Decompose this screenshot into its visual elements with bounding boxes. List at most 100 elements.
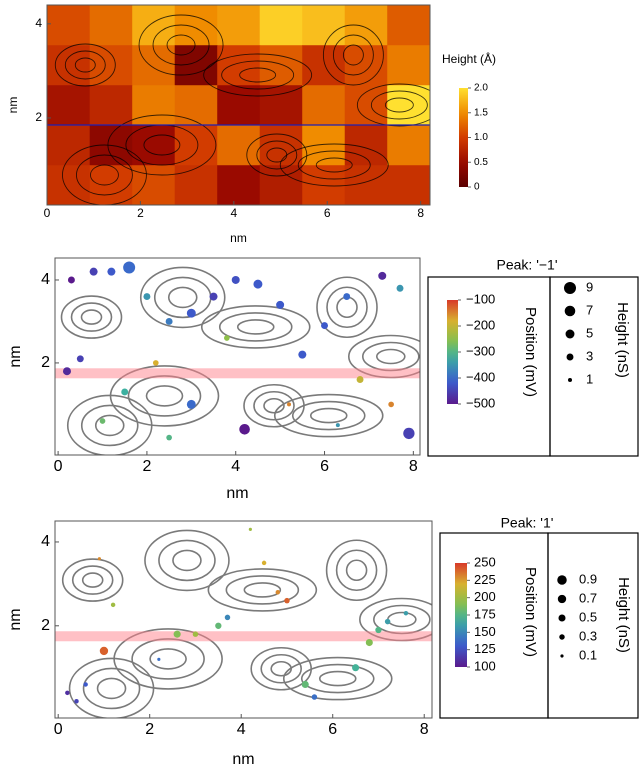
contour bbox=[387, 611, 417, 628]
contour bbox=[370, 90, 428, 120]
panel-title: Peak: '−1' bbox=[497, 257, 558, 273]
peak-point bbox=[186, 399, 196, 409]
contour bbox=[60, 295, 123, 339]
colorbar-tick-label: −100 bbox=[466, 291, 495, 306]
peak-point bbox=[192, 631, 199, 637]
height-cell bbox=[217, 125, 261, 166]
size-key-label: 3 bbox=[586, 348, 593, 363]
peak-point bbox=[83, 682, 88, 687]
contour bbox=[318, 670, 357, 687]
contour bbox=[139, 266, 226, 329]
panel-title: Peak: '1' bbox=[501, 515, 554, 531]
height-cell bbox=[387, 125, 430, 166]
contour bbox=[279, 143, 389, 187]
peak-point bbox=[173, 630, 181, 638]
contour bbox=[62, 144, 147, 205]
y-tick-label: 4 bbox=[35, 16, 42, 30]
peak-point bbox=[76, 355, 84, 363]
contour bbox=[243, 582, 282, 598]
legend-box bbox=[547, 532, 639, 719]
contour bbox=[256, 140, 298, 170]
colorbar-tick-label: 250 bbox=[474, 554, 496, 569]
size-key bbox=[568, 378, 572, 382]
peak-point bbox=[231, 275, 240, 284]
height-cell bbox=[174, 5, 218, 46]
x-tick-label: 8 bbox=[420, 721, 429, 738]
peak-point bbox=[215, 622, 222, 629]
contour bbox=[131, 638, 205, 680]
colorbar-title: Position (mV) bbox=[522, 307, 539, 397]
x-tick-label: 6 bbox=[328, 721, 337, 738]
contour bbox=[345, 559, 368, 582]
x-tick-label: 0 bbox=[44, 206, 51, 220]
peak-point bbox=[287, 402, 292, 407]
contour bbox=[144, 529, 230, 592]
peak-point bbox=[89, 267, 98, 276]
peak-point bbox=[74, 698, 79, 704]
contour bbox=[336, 296, 358, 319]
contour bbox=[316, 276, 378, 339]
colorbar-tick-label: −300 bbox=[466, 343, 495, 358]
height-cell bbox=[47, 85, 91, 126]
height-cell bbox=[89, 5, 133, 46]
y-axis-label: nm bbox=[7, 345, 24, 367]
peak-point bbox=[352, 664, 360, 672]
y-tick-label: 2 bbox=[35, 110, 42, 124]
contour bbox=[96, 677, 127, 700]
colorbar-tick-label: 0 bbox=[474, 182, 480, 193]
peak-point bbox=[209, 292, 218, 301]
contour bbox=[153, 276, 212, 319]
contour bbox=[200, 305, 311, 349]
x-tick-label: 4 bbox=[231, 458, 240, 475]
height-cell bbox=[174, 125, 218, 166]
contour bbox=[300, 663, 375, 694]
peak-point bbox=[343, 293, 351, 301]
contour bbox=[356, 83, 430, 127]
contour bbox=[166, 34, 196, 56]
peak-point bbox=[67, 276, 75, 284]
height-cell bbox=[89, 165, 133, 205]
plot-frame bbox=[54, 520, 433, 719]
peak-point bbox=[239, 423, 250, 435]
contour bbox=[384, 97, 414, 113]
colorbar-tick-label: 150 bbox=[474, 624, 496, 639]
height-cell bbox=[259, 85, 303, 126]
peak-point bbox=[157, 657, 161, 661]
size-key-label: 9 bbox=[586, 279, 593, 294]
plot-area bbox=[47, 5, 430, 205]
x-tick-label: 0 bbox=[54, 721, 63, 738]
height-cell bbox=[89, 45, 133, 86]
size-key bbox=[564, 282, 576, 294]
size-legend-title: Height (nS) bbox=[615, 577, 632, 653]
contour bbox=[309, 407, 348, 424]
colorbar bbox=[447, 300, 458, 404]
contour bbox=[94, 414, 125, 437]
contour bbox=[158, 539, 216, 582]
contour bbox=[218, 312, 293, 342]
size-key-label: 1 bbox=[586, 371, 593, 386]
height-cell bbox=[217, 5, 261, 46]
height-cell bbox=[89, 85, 133, 126]
peak-point bbox=[224, 335, 230, 341]
size-key bbox=[564, 305, 576, 317]
size-key bbox=[565, 329, 575, 339]
peak-point bbox=[248, 527, 252, 531]
contour bbox=[89, 164, 119, 186]
height-cell bbox=[217, 45, 261, 86]
size-key bbox=[560, 654, 564, 658]
x-tick-label: 2 bbox=[142, 458, 151, 475]
height-cell bbox=[174, 85, 218, 126]
colorbar-tick-label: 175 bbox=[474, 606, 496, 621]
contour bbox=[145, 385, 184, 407]
peak-point bbox=[365, 639, 373, 647]
height-cell bbox=[47, 5, 91, 46]
contour bbox=[297, 150, 371, 180]
y-tick-label: 2 bbox=[41, 354, 50, 371]
peak-point bbox=[224, 614, 231, 621]
colorbar-tick-label: 225 bbox=[474, 572, 496, 587]
x-tick-label: 2 bbox=[145, 721, 154, 738]
contour bbox=[172, 549, 202, 572]
size-key-label: 5 bbox=[586, 325, 593, 340]
contour bbox=[54, 43, 116, 87]
size-key-label: 7 bbox=[586, 302, 593, 317]
